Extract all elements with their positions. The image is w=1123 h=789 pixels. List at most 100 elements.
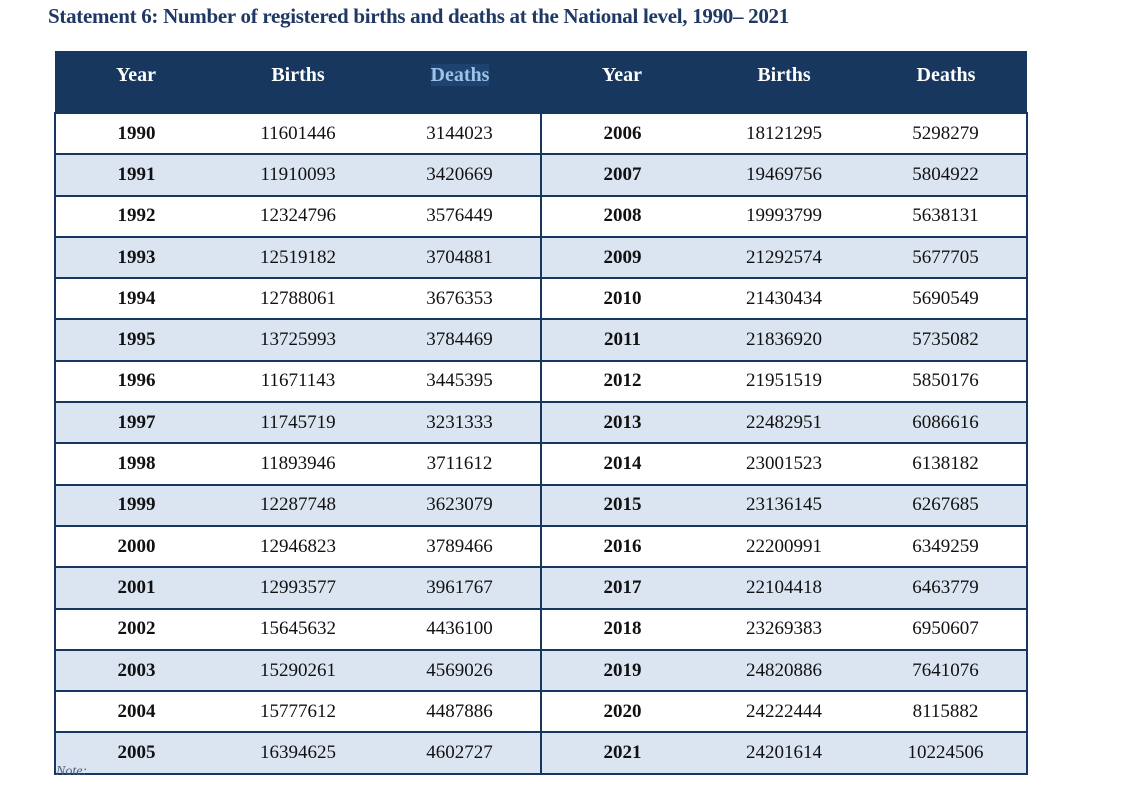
cell-year-right: 2017	[541, 566, 703, 610]
cell-births-right: 24222444	[703, 690, 865, 734]
cell-year-left: 1997	[54, 401, 217, 445]
cell-year-right: 2019	[541, 648, 703, 693]
cell-births-left: 15645632	[217, 607, 379, 651]
table-row: 2005 16394625 4602727 2021 24201614 10224506	[54, 731, 1028, 775]
cell-deaths-left: 3704881	[379, 235, 542, 280]
cell-births-left: 15290261	[217, 648, 379, 693]
cell-year-right: 2011	[541, 318, 703, 362]
cell-year-left: 1990	[54, 111, 217, 156]
births-deaths-table: Year Births Deaths Year Births Deaths 19…	[54, 51, 1028, 775]
cell-year-right: 2016	[541, 524, 703, 569]
cell-deaths-left: 4602727	[379, 731, 542, 775]
cell-year-left: 1998	[54, 442, 217, 486]
cell-births-left: 12324796	[217, 194, 379, 238]
table-row: 1993 12519182 3704881 2009 21292574 5677705	[54, 235, 1028, 280]
table-row: 1994 12788061 3676353 2010 21430434 5690549	[54, 277, 1028, 321]
cell-births-left: 13725993	[217, 318, 379, 362]
cell-deaths-right: 7641076	[865, 648, 1028, 693]
header-year-left: Year	[55, 51, 217, 113]
table-row: 1992 12324796 3576449 2008 19993799 5638131	[54, 194, 1028, 238]
table-note: Note:	[56, 764, 88, 779]
cell-births-left: 12287748	[217, 483, 379, 527]
table-row: 2003 15290261 4569026 2019 24820886 7641076	[54, 648, 1028, 693]
cell-year-left: 1993	[54, 235, 217, 280]
cell-year-left: 1994	[54, 277, 217, 321]
cell-year-left: 2001	[54, 566, 217, 610]
table-row: 2004 15777612 4487886 2020 24222444 8115882	[54, 690, 1028, 734]
cell-births-left: 12946823	[217, 524, 379, 569]
cell-year-right: 2014	[541, 442, 703, 486]
header-deaths-left-label: Deaths	[430, 64, 490, 86]
cell-births-right: 21836920	[703, 318, 865, 362]
header-births-right: Births	[703, 51, 865, 113]
cell-deaths-left: 4569026	[379, 648, 542, 693]
cell-year-right: 2007	[541, 153, 703, 197]
cell-births-right: 19993799	[703, 194, 865, 238]
cell-births-right: 18121295	[703, 111, 865, 156]
cell-births-left: 11601446	[217, 111, 379, 156]
cell-births-left: 11671143	[217, 359, 379, 404]
cell-year-left: 2000	[54, 524, 217, 569]
cell-year-right: 2013	[541, 401, 703, 445]
cell-year-right: 2008	[541, 194, 703, 238]
cell-year-right: 2018	[541, 607, 703, 651]
cell-year-left: 2005	[54, 731, 217, 775]
header-deaths-right: Deaths	[865, 51, 1027, 113]
cell-deaths-right: 6463779	[865, 566, 1028, 610]
cell-births-right: 23269383	[703, 607, 865, 651]
cell-births-right: 22104418	[703, 566, 865, 610]
table-row: 1990 11601446 3144023 2006 18121295 5298279	[54, 111, 1028, 156]
cell-year-right: 2015	[541, 483, 703, 527]
cell-deaths-right: 6950607	[865, 607, 1028, 651]
table-row: 1991 11910093 3420669 2007 19469756 5804922	[54, 153, 1028, 197]
cell-births-right: 22482951	[703, 401, 865, 445]
cell-deaths-left: 3711612	[379, 442, 542, 486]
header-year-right: Year	[541, 51, 703, 113]
cell-year-right: 2009	[541, 235, 703, 280]
cell-year-right: 2006	[541, 111, 703, 156]
cell-births-right: 21430434	[703, 277, 865, 321]
table-row: 1998 11893946 3711612 2014 23001523 6138182	[54, 442, 1028, 486]
cell-year-left: 1991	[54, 153, 217, 197]
cell-year-left: 1996	[54, 359, 217, 404]
cell-deaths-left: 3961767	[379, 566, 542, 610]
table-row: 1995 13725993 3784469 2011 21836920 5735082	[54, 318, 1028, 362]
cell-year-left: 2003	[54, 648, 217, 693]
cell-births-right: 23136145	[703, 483, 865, 527]
cell-births-right: 21292574	[703, 235, 865, 280]
cell-deaths-left: 3676353	[379, 277, 542, 321]
table-row: 2002 15645632 4436100 2018 23269383 6950607	[54, 607, 1028, 651]
cell-deaths-right: 10224506	[865, 731, 1028, 775]
cell-year-left: 1992	[54, 194, 217, 238]
cell-births-left: 12519182	[217, 235, 379, 280]
cell-births-left: 11745719	[217, 401, 379, 445]
cell-deaths-right: 6086616	[865, 401, 1028, 445]
cell-deaths-left: 3789466	[379, 524, 542, 569]
cell-deaths-left: 3576449	[379, 194, 542, 238]
header-deaths-left: Deaths	[379, 51, 541, 113]
header-births-left: Births	[217, 51, 379, 113]
table-row: 1996 11671143 3445395 2012 21951519 5850176	[54, 359, 1028, 404]
cell-deaths-left: 4487886	[379, 690, 542, 734]
table-row: 1999 12287748 3623079 2015 23136145 6267685	[54, 483, 1028, 527]
cell-deaths-right: 5735082	[865, 318, 1028, 362]
cell-deaths-right: 6267685	[865, 483, 1028, 527]
cell-deaths-right: 6138182	[865, 442, 1028, 486]
cell-deaths-left: 3231333	[379, 401, 542, 445]
cell-year-left: 2004	[54, 690, 217, 734]
cell-year-right: 2010	[541, 277, 703, 321]
cell-deaths-right: 5638131	[865, 194, 1028, 238]
cell-deaths-left: 4436100	[379, 607, 542, 651]
cell-births-left: 11910093	[217, 153, 379, 197]
table-row: 2000 12946823 3789466 2016 22200991 6349259	[54, 524, 1028, 569]
cell-deaths-right: 5298279	[865, 111, 1028, 156]
cell-deaths-left: 3784469	[379, 318, 542, 362]
cell-deaths-right: 5677705	[865, 235, 1028, 280]
cell-deaths-left: 3445395	[379, 359, 542, 404]
table-row: 2001 12993577 3961767 2017 22104418 6463779	[54, 566, 1028, 610]
cell-deaths-right: 5690549	[865, 277, 1028, 321]
table-row: 1997 11745719 3231333 2013 22482951 6086616	[54, 401, 1028, 445]
cell-births-right: 19469756	[703, 153, 865, 197]
cell-deaths-left: 3144023	[379, 111, 542, 156]
cell-deaths-right: 5850176	[865, 359, 1028, 404]
